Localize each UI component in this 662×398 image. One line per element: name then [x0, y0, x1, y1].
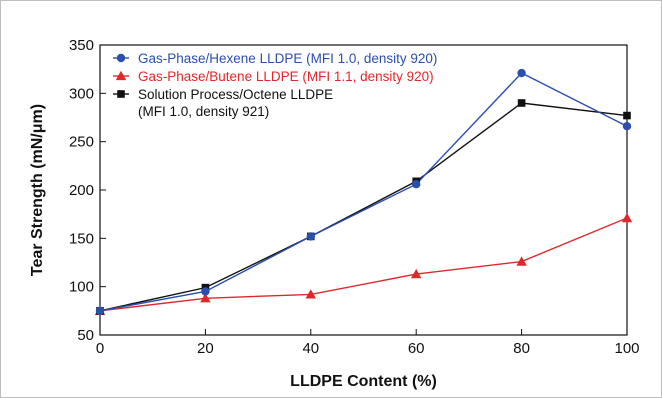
data-point-series-1	[306, 232, 315, 241]
data-point-series-2	[200, 293, 211, 303]
data-point-series-1	[201, 287, 210, 296]
axis-ticks: 0 20 40 60 80 100 50 100 150 200 250 300 350	[69, 37, 640, 357]
series-line-2	[99, 217, 628, 312]
y-tick-label: 150	[69, 230, 94, 247]
legend-label-1: Gas-Phase/Hexene LLDPE (MFI 1.0, density…	[138, 51, 437, 66]
data-point-series-3	[517, 99, 526, 107]
legend: Gas-Phase/Hexene LLDPE (MFI 1.0, density…	[113, 51, 437, 119]
legend-marker-3	[117, 90, 125, 98]
x-tick-label: 0	[96, 340, 104, 357]
data-point-series-2	[516, 256, 527, 266]
y-tick-label: 100	[69, 279, 94, 296]
y-tick-label: 50	[77, 327, 94, 344]
series-lines	[99, 72, 628, 312]
y-tick-label: 350	[69, 37, 94, 54]
legend-label-3: Solution Process/Octene LLDPE	[138, 87, 333, 102]
data-point-series-2	[305, 289, 316, 299]
y-axis-title: Tear Strength (mN/μm)	[29, 104, 46, 276]
legend-label-2: Gas-Phase/Butene LLDPE (MFI 1.1, density…	[138, 69, 434, 84]
y-tick-label: 200	[69, 182, 94, 199]
data-point-series-1	[622, 122, 632, 131]
series-line-3	[99, 102, 628, 312]
x-tick-label: 20	[197, 340, 214, 357]
series-markers	[94, 68, 633, 316]
x-tick-label: 60	[408, 340, 425, 357]
plot-area	[99, 44, 628, 336]
x-axis-title: LLDPE Content (%)	[290, 373, 437, 390]
data-point-series-1	[95, 306, 105, 316]
legend-marker-2	[115, 70, 127, 81]
data-point-series-2	[411, 268, 422, 279]
data-point-series-1	[412, 180, 421, 189]
x-tick-label: 40	[302, 340, 319, 357]
y-tick-label: 300	[69, 85, 94, 102]
x-tick-label: 100	[614, 340, 639, 357]
y-tick-label: 250	[69, 134, 94, 151]
data-point-series-2	[621, 212, 633, 223]
data-point-series-1	[517, 68, 526, 78]
series-line-1	[99, 72, 628, 312]
x-tick-label: 80	[513, 340, 530, 357]
data-point-series-3	[623, 111, 631, 120]
legend-marker-1	[116, 53, 126, 63]
legend-label-3-line2: (MFI 1.0, density 921)	[138, 104, 269, 119]
